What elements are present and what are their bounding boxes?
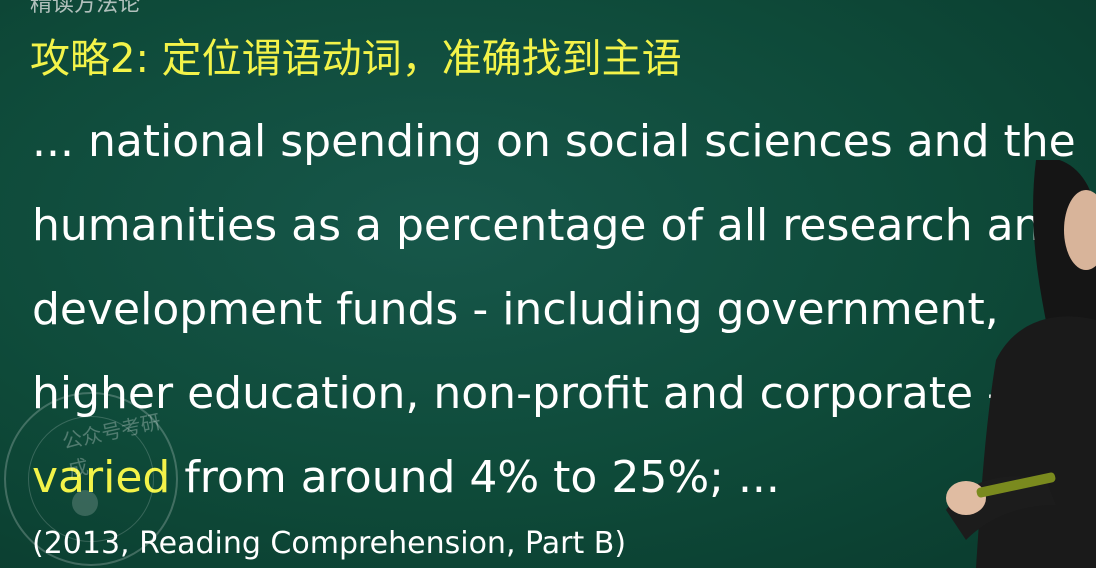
passage-line-4: higher education, non-profit and corpora… xyxy=(32,368,1003,419)
presenter-figure xyxy=(946,160,1096,568)
presenter-hand xyxy=(946,481,986,515)
laser-pointer xyxy=(976,472,1056,498)
watermark-seal: 公众号考研成 xyxy=(4,392,178,566)
watermark-text: 公众号考研成 xyxy=(60,409,163,483)
passage-line-3: development funds - including government… xyxy=(32,284,999,335)
watermark-center xyxy=(72,490,98,516)
top-cut-text: 精读方法论 xyxy=(30,0,141,17)
watermark-ring xyxy=(28,416,154,542)
strategy-heading: 攻略2: 定位谓语动词，准确找到主语 xyxy=(30,36,682,82)
passage-line-2: humanities as a percentage of all resear… xyxy=(32,200,1070,251)
passage-line-5-rest: from around 4% to 25%; ... xyxy=(170,452,780,503)
passage: ... national spending on social sciences… xyxy=(32,100,1096,520)
passage-line-1: ... national spending on social sciences… xyxy=(32,116,1076,167)
presenter-body xyxy=(976,316,1096,568)
presenter-face xyxy=(1064,190,1096,270)
